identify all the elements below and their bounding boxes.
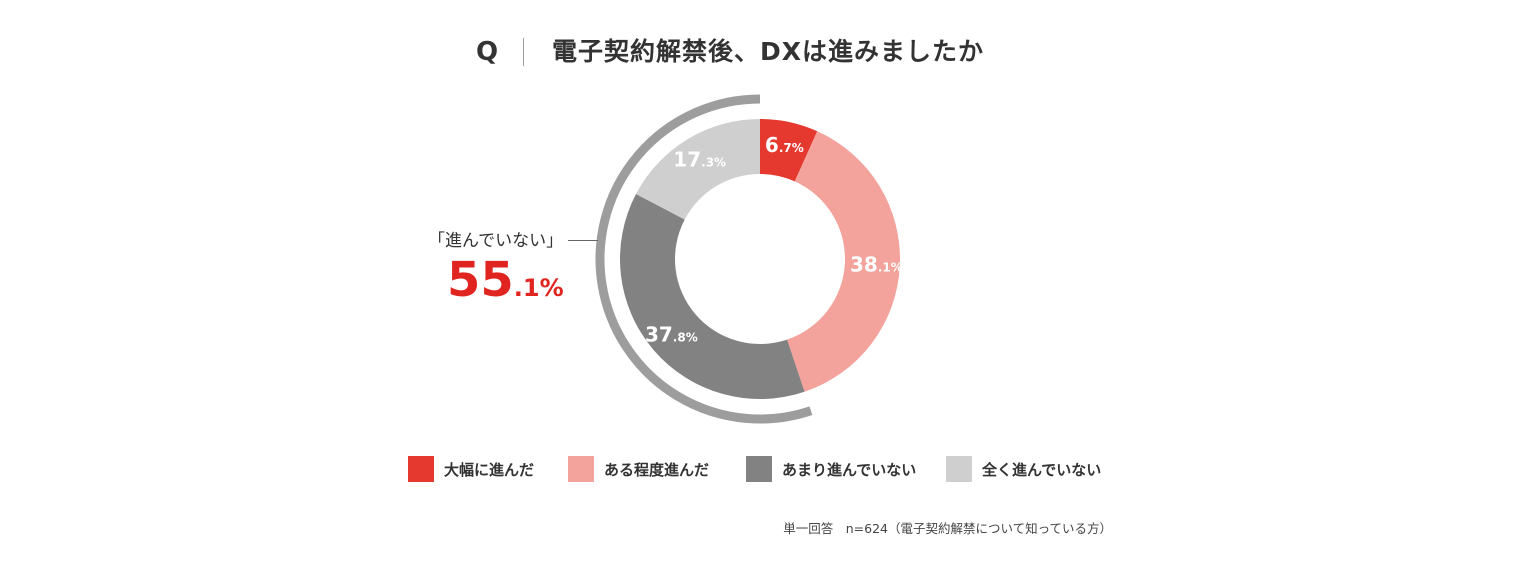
callout-value-main: 55 (447, 252, 514, 308)
slice-label-large-progress: 6.7% (765, 133, 804, 157)
slice-label-decimal: .1% (878, 261, 903, 275)
slice-label-some-progress: 38.1% (850, 253, 903, 277)
legend-swatch (746, 456, 772, 482)
slice-label-main: 17 (673, 147, 701, 171)
question-mark: Q (476, 37, 499, 67)
legend-item-no-progress: 全く進んでいない (946, 456, 1101, 482)
legend-swatch (568, 456, 594, 482)
slice-label-no-progress: 17.3% (673, 147, 726, 171)
donut-slice-some-progress (787, 131, 900, 392)
legend-swatch (946, 456, 972, 482)
slice-label-decimal: .8% (673, 331, 698, 345)
donut-slice-little-progress (620, 194, 805, 399)
survey-note: 単一回答 n=624（電子契約解禁について知っている方） (783, 521, 1112, 536)
chart-legend: 大幅に進んだ ある程度進んだ あまり進んでいない 全く進んでいない (0, 456, 1520, 484)
legend-label: ある程度進んだ (604, 460, 710, 479)
donut-slice-no-progress (635, 119, 760, 220)
legend-label: 全く進んでいない (982, 460, 1102, 479)
legend-label: 大幅に進んだ (444, 460, 535, 479)
chart-title: 電子契約解禁後、DXは進みましたか (552, 37, 985, 66)
legend-item-some-progress: ある程度進んだ (568, 456, 709, 482)
slice-label-decimal: .3% (701, 155, 726, 169)
slice-label-main: 37 (645, 323, 673, 347)
legend-label: あまり進んでいない (782, 460, 917, 479)
slice-label-main: 38 (850, 253, 878, 277)
callout-value-decimal: .1% (513, 274, 564, 302)
slice-label-decimal: .7% (779, 141, 804, 155)
legend-item-large-progress: 大幅に進んだ (408, 456, 534, 482)
legend-item-little-progress: あまり進んでいない (746, 456, 916, 482)
not-progressed-callout-label: 「進んでいない」 (428, 231, 564, 251)
not-progressed-callout-value: 55.1% (447, 252, 564, 308)
slice-label-little-progress: 37.8% (645, 323, 698, 347)
title-separator (523, 38, 524, 66)
callout-leader-line (568, 240, 598, 241)
slice-label-main: 6 (765, 133, 779, 157)
legend-swatch (408, 456, 434, 482)
donut-slice-large-progress (760, 119, 818, 182)
not-progressed-bracket-arc (595, 94, 813, 424)
title-row: Q 電子契約解禁後、DXは進みましたか (0, 32, 1520, 72)
